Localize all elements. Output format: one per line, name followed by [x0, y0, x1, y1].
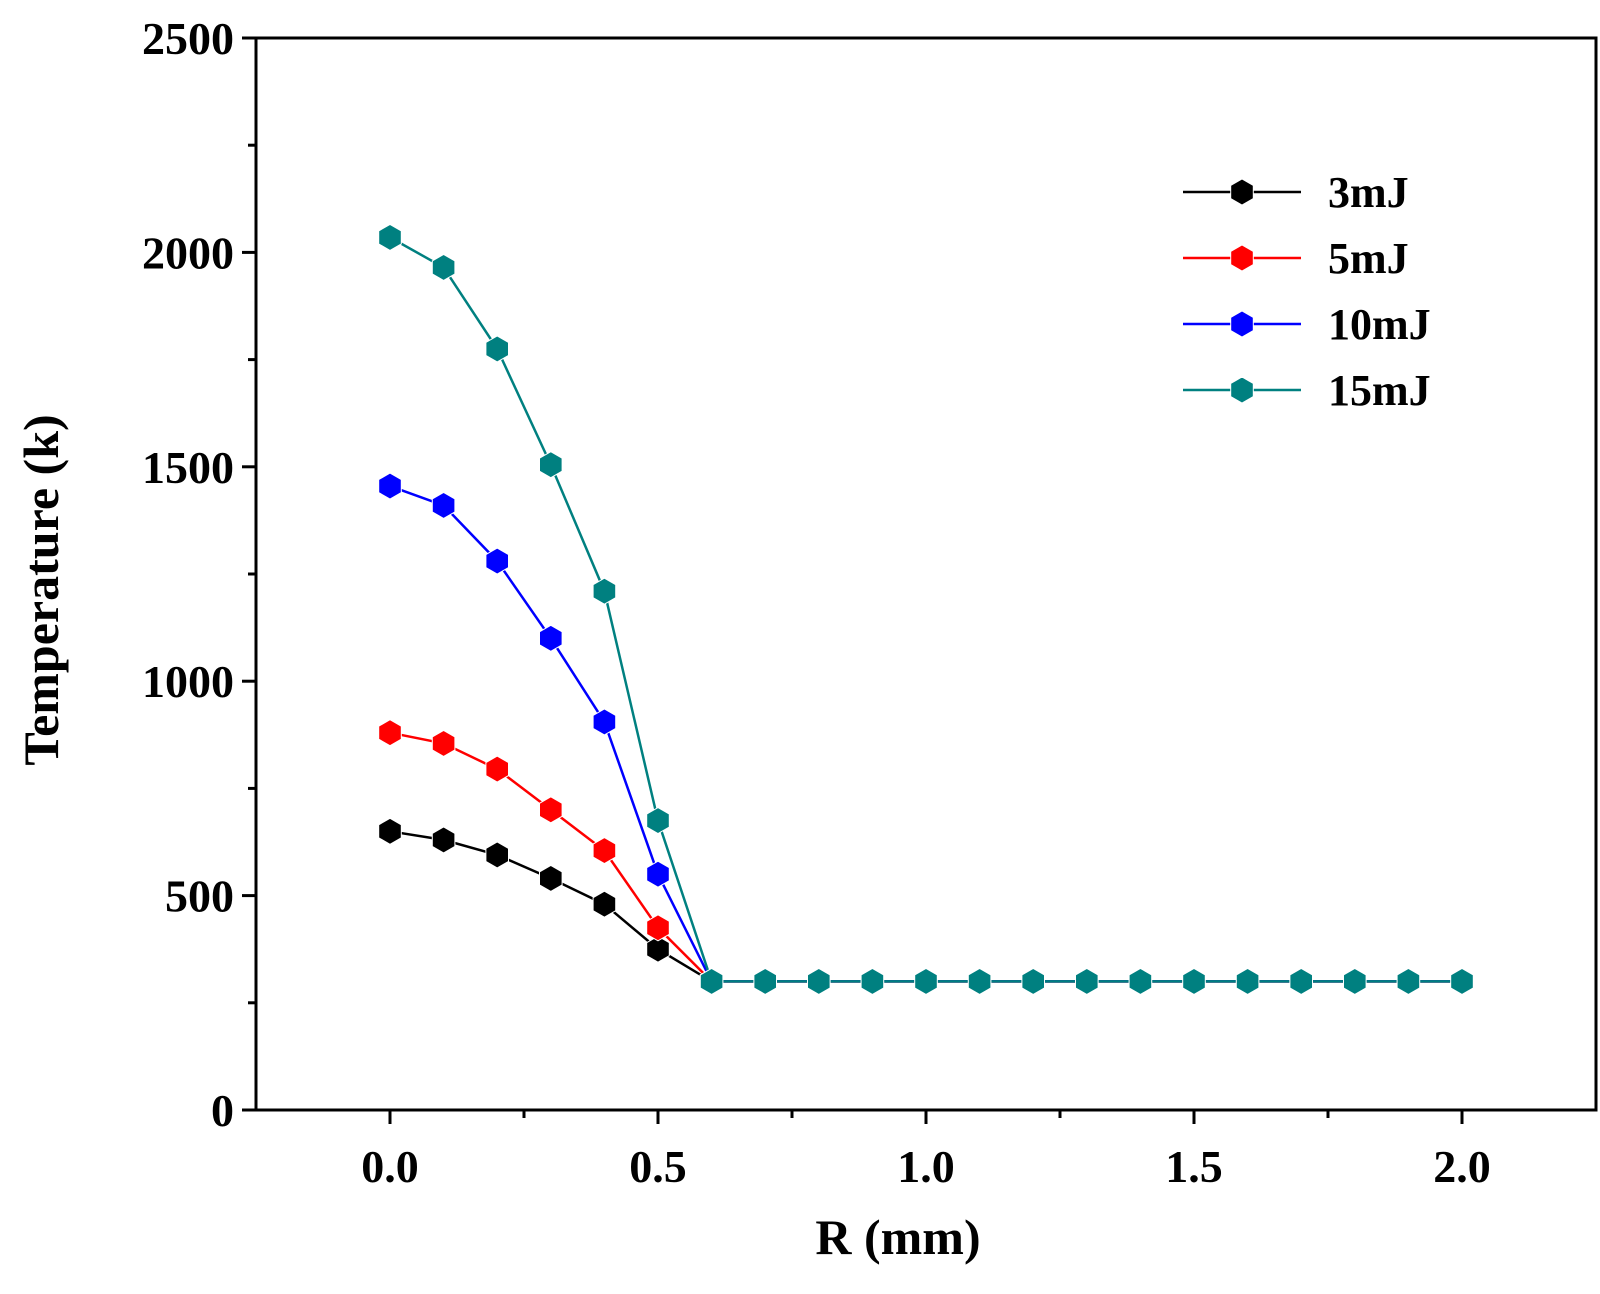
- data-point-15mj: [592, 577, 617, 605]
- y-tick-label: 1500: [142, 442, 234, 493]
- data-point-15mj: [1021, 967, 1045, 995]
- data-point-15mj: [807, 967, 831, 995]
- x-axis-title: R (mm): [815, 1209, 980, 1265]
- data-point-15mj: [646, 807, 670, 835]
- x-tick-label: 2.0: [1433, 1141, 1491, 1192]
- data-point-15mj: [967, 967, 992, 995]
- y-tick-label: 1000: [142, 656, 234, 707]
- legend-label-15mj: 15mJ: [1328, 366, 1431, 415]
- x-tick-label: 0.0: [361, 1141, 419, 1192]
- data-point-15mj: [1182, 967, 1206, 995]
- data-point-5mj: [431, 729, 456, 757]
- data-point-15mj: [860, 967, 885, 995]
- data-point-5mj: [485, 755, 509, 783]
- data-point-15mj: [1235, 967, 1260, 995]
- data-point-10mj: [539, 624, 563, 652]
- y-axis-title: Temperature (k): [13, 414, 69, 765]
- y-tick-label: 2000: [142, 227, 234, 278]
- data-point-5mj: [592, 837, 617, 865]
- data-point-5mj: [378, 719, 402, 747]
- data-point-5mj: [539, 796, 563, 824]
- data-point-5mj: [646, 914, 670, 942]
- series-15mj: [378, 223, 1474, 995]
- x-tick-label: 1.0: [897, 1141, 955, 1192]
- legend: 3mJ 5mJ 10mJ 15mJ: [1183, 168, 1431, 415]
- data-point-15mj: [539, 451, 563, 479]
- data-point-10mj: [592, 708, 617, 736]
- series-5mj: [378, 719, 1474, 995]
- series-line-5mj: [389, 731, 1462, 983]
- data-point-15mj: [1396, 967, 1421, 995]
- data-point-15mj: [1343, 967, 1367, 995]
- y-tick-label: 0: [211, 1085, 234, 1136]
- data-point-15mj: [1450, 967, 1474, 995]
- data-point-10mj: [378, 472, 402, 500]
- data-point-15mj: [1289, 967, 1313, 995]
- series-line-3mj: [389, 830, 1462, 983]
- data-point-3mj: [592, 890, 617, 918]
- data-point-3mj: [485, 841, 509, 869]
- data-point-15mj: [753, 967, 777, 995]
- data-point-3mj: [539, 864, 563, 892]
- series-10mj: [378, 472, 1474, 995]
- data-point-15mj: [699, 967, 724, 995]
- data-point-15mj: [431, 253, 456, 281]
- data-point-15mj: [378, 223, 402, 251]
- data-point-10mj: [485, 547, 509, 575]
- y-tick-label: 500: [165, 871, 234, 922]
- legend-marker-10mj: [1230, 310, 1254, 338]
- data-point-3mj: [646, 935, 670, 963]
- series-line-10mj: [389, 484, 1462, 983]
- legend-marker-3mj: [1230, 178, 1254, 206]
- data-point-15mj: [1128, 967, 1153, 995]
- data-point-10mj: [646, 860, 670, 888]
- x-tick-label: 1.5: [1165, 1141, 1223, 1192]
- data-point-10mj: [431, 491, 456, 519]
- data-point-15mj: [1075, 967, 1099, 995]
- y-tick-label: 2500: [142, 13, 234, 64]
- legend-marker-15mj: [1230, 376, 1254, 404]
- legend-label-5mj: 5mJ: [1328, 234, 1409, 283]
- legend-marker-5mj: [1230, 244, 1254, 272]
- data-point-15mj: [485, 335, 509, 363]
- legend-label-10mj: 10mJ: [1328, 300, 1431, 349]
- x-tick-label: 0.5: [629, 1141, 687, 1192]
- legend-label-3mj: 3mJ: [1328, 168, 1409, 217]
- plot-area: 0.0 0.5 1.0 1.5 2.0 0 500 1000 1500 2000 2500 3mJ 5m…: [142, 13, 1598, 1192]
- data-point-3mj: [431, 826, 456, 854]
- data-point-3mj: [378, 817, 402, 845]
- data-point-15mj: [914, 967, 938, 995]
